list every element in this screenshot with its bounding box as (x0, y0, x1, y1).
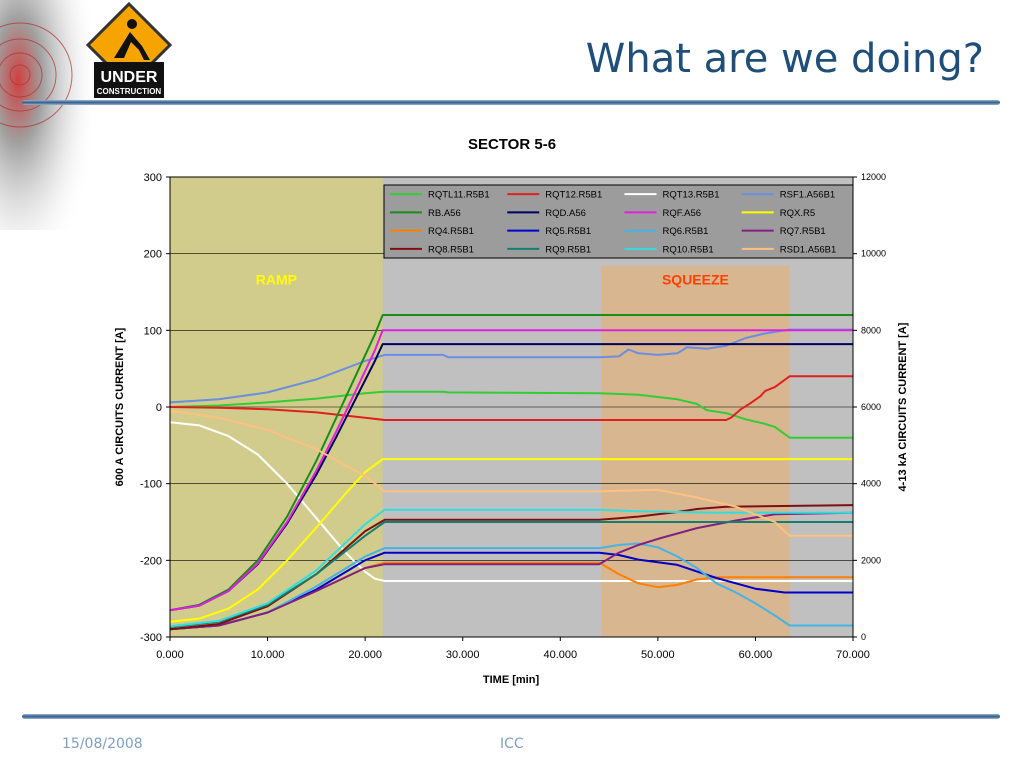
series-line-rqtl11-r5b1 (169, 390, 853, 439)
series-line-rqt13-r5b1 (169, 421, 853, 582)
x-tick-label: 40.000 (543, 649, 577, 661)
x-tick-label: 20.000 (348, 649, 382, 661)
x-tick-label: 50.000 (641, 649, 675, 661)
legend-label: RQ9.R5B1 (545, 244, 591, 255)
y-tick-label: -100 (140, 479, 162, 491)
legend-box (383, 184, 854, 259)
y2-tick-label: 4000 (861, 479, 881, 489)
legend-label: RB.A56 (428, 208, 461, 219)
y2-tick-label: 12000 (861, 172, 886, 182)
y2-tick-label: 8000 (861, 325, 881, 335)
series-lines (169, 314, 854, 631)
series-line-rqf-a56 (169, 329, 853, 612)
legend-label: RQX.R5 (780, 208, 815, 219)
legend-label: RQ10.R5B1 (663, 244, 714, 255)
legend: RQTL11.R5B1 RQT12.R5B1 RQT13.R5B1 RSF1.A56B… (383, 184, 854, 259)
series-line-rqt12-r5b1 (169, 375, 853, 421)
y-tick-label: -300 (140, 632, 162, 644)
legend-label: RQ8.R5B1 (428, 244, 474, 255)
series-line-rsf1-a56b1 (169, 328, 853, 404)
x-tick-label: 30.000 (446, 649, 480, 661)
y2-tick-label: 2000 (861, 555, 881, 565)
region-squeeze (601, 265, 790, 637)
bottom-divider (22, 714, 1000, 719)
y2-axis-label: 4-13 kA CIRCUITS CURRENT [A] (897, 322, 909, 491)
y2-tick-label: 0 (861, 632, 866, 642)
series-line-rq10-r5b1 (169, 508, 853, 628)
sector-logo-graphic (0, 0, 90, 230)
top-divider (22, 100, 1000, 105)
x-tick-label: 60.000 (739, 649, 773, 661)
y-tick-label: 200 (144, 249, 162, 261)
legend-label: RQTL11.R5B1 (428, 190, 490, 201)
x-tick-label: 0.000 (156, 649, 184, 661)
sector-chart: RAMP SQUEEZE 300 200 100 0 -100 -200 -300 12000 1… (114, 136, 909, 686)
legend-label: RQD.A56 (545, 208, 586, 219)
y-tick-label: 100 (144, 325, 162, 337)
y-tick-label: 0 (156, 402, 162, 414)
y-tick-label: 300 (144, 172, 162, 184)
region-label-ramp: RAMP (256, 271, 297, 287)
legend-label: RQ7.R5B1 (780, 226, 826, 237)
legend-label: RQT13.R5B1 (663, 190, 720, 201)
under-construction-icon: UNDER CONSTRUCTION (85, 2, 173, 98)
x-tick-label: 70.000 (836, 649, 870, 661)
series-line-rsd1-a56b1 (169, 409, 853, 537)
slide-title: What are we doing? (585, 36, 984, 82)
logo-text-under: UNDER (101, 69, 158, 86)
series-line-rq8-r5b1 (169, 504, 854, 631)
region-label-squeeze: SQUEEZE (662, 271, 729, 287)
legend-label: RSD1.A56B1 (780, 244, 837, 255)
chart-title: SECTOR 5-6 (468, 136, 556, 153)
legend-label: RQ5.R5B1 (545, 226, 591, 237)
legend-label: RQF.A56 (663, 208, 702, 219)
legend-label: RQ4.R5B1 (428, 226, 474, 237)
logo-text-construction: CONSTRUCTION (97, 87, 162, 96)
y-tick-label: -200 (140, 555, 162, 567)
axes: 300 200 100 0 -100 -200 -300 12000 10000 8000 6000… (140, 172, 886, 661)
legend-label: RQ6.R5B1 (663, 226, 709, 237)
series-line-rqx-r5 (169, 458, 853, 623)
x-axis-label: TIME [min] (483, 674, 540, 686)
x-tick-label: 10.000 (251, 649, 285, 661)
plot-border (169, 176, 854, 638)
y-axis-label: 600 A CIRCUITS CURRENT [A] (114, 327, 126, 486)
y2-tick-label: 10000 (861, 249, 886, 259)
footer-label: ICC (500, 736, 524, 752)
series-line-rq6-r5b1 (169, 542, 853, 631)
y2-tick-label: 6000 (861, 402, 881, 412)
legend-label: RSF1.A56B1 (780, 190, 835, 201)
footer-date: 15/08/2008 (62, 736, 143, 752)
series-line-rb-a56 (169, 314, 853, 612)
legend-label: RQT12.R5B1 (545, 190, 602, 201)
